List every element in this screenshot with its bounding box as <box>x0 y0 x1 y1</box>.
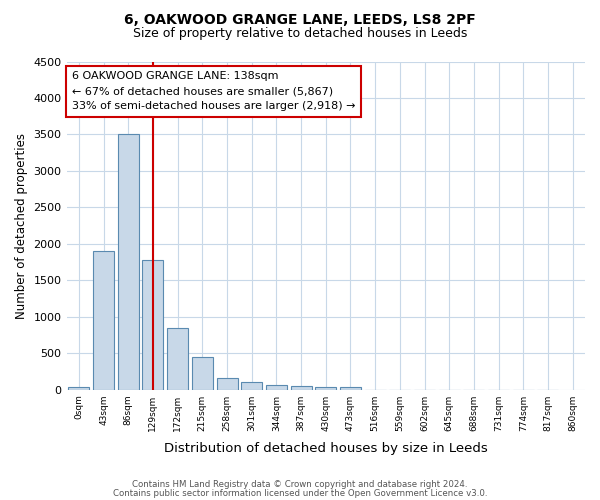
Bar <box>93 251 114 390</box>
Y-axis label: Number of detached properties: Number of detached properties <box>15 132 28 318</box>
Bar <box>266 385 287 390</box>
Bar <box>315 388 336 390</box>
Text: 6, OAKWOOD GRANGE LANE, LEEDS, LS8 2PF: 6, OAKWOOD GRANGE LANE, LEEDS, LS8 2PF <box>124 12 476 26</box>
Bar <box>340 388 361 390</box>
Bar <box>290 386 311 390</box>
X-axis label: Distribution of detached houses by size in Leeds: Distribution of detached houses by size … <box>164 442 488 455</box>
Text: Contains HM Land Registry data © Crown copyright and database right 2024.: Contains HM Land Registry data © Crown c… <box>132 480 468 489</box>
Text: Size of property relative to detached houses in Leeds: Size of property relative to detached ho… <box>133 28 467 40</box>
Text: Contains public sector information licensed under the Open Government Licence v3: Contains public sector information licen… <box>113 489 487 498</box>
Bar <box>217 378 238 390</box>
Bar <box>241 382 262 390</box>
Bar <box>192 357 213 390</box>
Bar <box>142 260 163 390</box>
Text: 6 OAKWOOD GRANGE LANE: 138sqm
← 67% of detached houses are smaller (5,867)
33% o: 6 OAKWOOD GRANGE LANE: 138sqm ← 67% of d… <box>72 72 355 111</box>
Bar <box>68 386 89 390</box>
Bar <box>167 328 188 390</box>
Bar <box>118 134 139 390</box>
